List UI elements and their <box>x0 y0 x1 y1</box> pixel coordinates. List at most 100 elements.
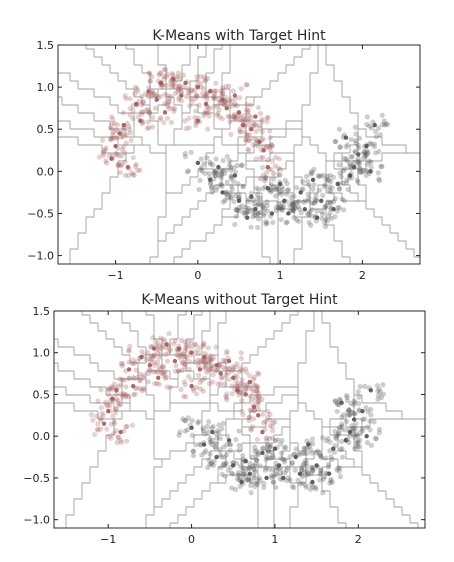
scatter-point <box>193 93 199 99</box>
cluster-center <box>319 198 324 204</box>
scatter-point <box>268 189 274 195</box>
scatter-point <box>237 483 243 489</box>
scatter-point <box>206 113 212 119</box>
cluster-center <box>214 363 219 368</box>
scatter-point <box>185 339 191 345</box>
scatter-point <box>276 466 282 472</box>
scatter-point <box>107 125 113 131</box>
scatter-point <box>212 168 218 174</box>
scatter-point <box>108 435 114 441</box>
scatter-point <box>352 124 358 130</box>
scatter-point <box>270 454 276 460</box>
scatter-point <box>157 352 164 358</box>
scatter-point <box>332 138 338 145</box>
scatter-point <box>276 156 282 162</box>
scatter-point <box>117 376 123 382</box>
scatter-point <box>368 125 375 131</box>
scatter-point <box>226 83 232 89</box>
scatter-point <box>293 446 299 452</box>
axes-frame <box>53 310 426 529</box>
scatter-point <box>245 108 251 114</box>
scatter-point <box>121 125 127 132</box>
scatter-point <box>152 105 159 111</box>
scatter-point <box>348 153 354 160</box>
scatter-point <box>255 451 262 457</box>
scatter-point <box>290 206 296 212</box>
scatter-point <box>140 99 146 105</box>
scatter-point <box>251 473 257 479</box>
scatter-point <box>196 345 202 351</box>
scatter-point <box>104 402 110 408</box>
x-tick-label: −1 <box>100 533 116 546</box>
cluster-center <box>314 463 319 468</box>
scatter-point <box>246 137 252 143</box>
scatter-point <box>321 184 328 190</box>
scatter-point <box>266 443 272 449</box>
x-tick-label: 2 <box>355 533 362 546</box>
scatter-point <box>233 213 239 219</box>
scatter-point <box>356 400 362 407</box>
scatter-point <box>291 193 297 199</box>
scatter-point <box>184 85 190 92</box>
scatter-point <box>270 467 276 473</box>
scatter-point <box>120 132 126 138</box>
scatter-point <box>254 399 260 405</box>
scatter-point <box>362 383 368 389</box>
scatter-point <box>182 382 188 388</box>
scatter-point <box>310 465 316 472</box>
scatter-point <box>355 161 361 167</box>
scatter-point <box>217 435 223 442</box>
scatter-point <box>232 101 238 107</box>
scatter-point <box>261 480 267 486</box>
scatter-point <box>118 401 124 407</box>
cluster-center <box>306 442 311 447</box>
cluster-center <box>105 408 111 414</box>
scatter-point <box>245 205 252 212</box>
scatter-point <box>364 121 370 128</box>
scatter-point <box>150 354 156 360</box>
scatter-point <box>296 198 302 204</box>
scatter-point <box>249 478 255 484</box>
scatter-point <box>205 367 212 373</box>
scatter-point <box>352 148 358 155</box>
scatter-point <box>268 148 274 155</box>
scatter-point <box>287 454 293 460</box>
x-tick-label: 2 <box>359 269 366 282</box>
scatter-point <box>180 416 186 422</box>
scatter-point <box>327 184 333 190</box>
scatter-point <box>127 96 133 102</box>
scatter-point <box>226 366 232 372</box>
scatter-point <box>109 135 115 141</box>
scatter-point <box>260 201 267 208</box>
scatter-point <box>178 88 184 95</box>
scatter-point <box>178 85 184 91</box>
scatter-point <box>322 223 329 230</box>
scatter-point <box>380 382 386 388</box>
scatter-point <box>232 364 238 370</box>
scatter-point <box>113 405 119 412</box>
scatter-point <box>103 158 109 164</box>
scatter-point <box>156 72 162 78</box>
scatter-point <box>166 330 172 337</box>
scatter-point <box>227 441 233 447</box>
scatter-point <box>262 206 268 212</box>
scatter-point <box>182 428 188 434</box>
scatter-point <box>126 348 132 354</box>
scatter-point <box>326 213 332 220</box>
scatter-point <box>299 464 305 471</box>
cluster-center <box>249 127 254 132</box>
scatter-point <box>375 396 381 402</box>
cluster-center <box>243 459 248 464</box>
scatter-point <box>303 460 309 466</box>
scatter-point <box>336 185 343 191</box>
scatter-point <box>364 114 370 120</box>
scatter-point <box>265 114 271 121</box>
scatter-point <box>253 457 260 463</box>
scatter-point <box>175 89 181 95</box>
scatter-point <box>238 163 245 169</box>
scatter-point <box>159 83 165 90</box>
scatter-point <box>252 483 258 490</box>
scatter-point <box>362 150 368 156</box>
cluster-center <box>298 190 303 195</box>
scatter-point <box>277 470 283 476</box>
